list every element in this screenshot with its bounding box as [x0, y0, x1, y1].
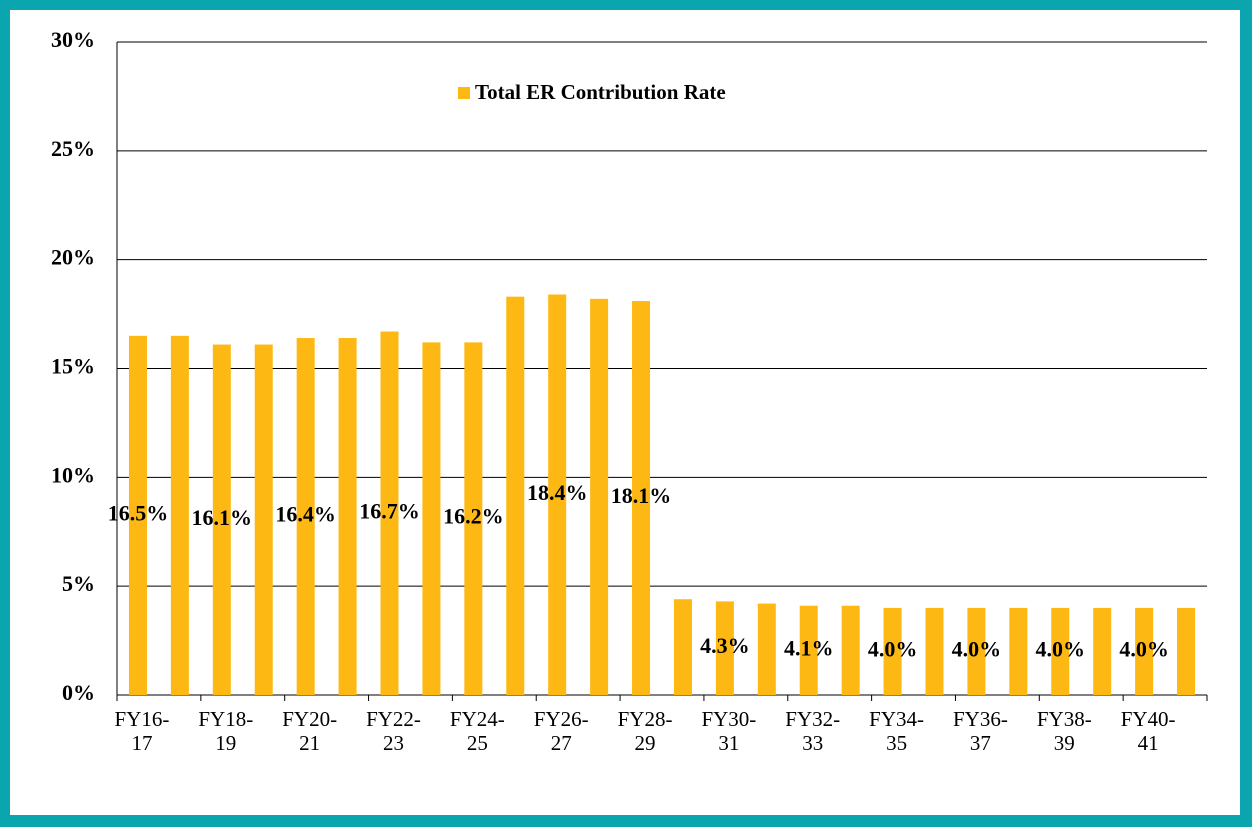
- bar: [548, 294, 567, 695]
- bar: [1009, 607, 1028, 695]
- bar: [1093, 607, 1112, 695]
- bar: [799, 605, 818, 695]
- x-tick-label: FY38-39: [1036, 707, 1092, 755]
- bar: [128, 335, 147, 695]
- value-label: 16.2%: [443, 504, 504, 529]
- value-label: 18.4%: [527, 480, 588, 505]
- bar: [632, 301, 651, 695]
- value-label: 16.7%: [359, 498, 420, 523]
- bar: [757, 603, 776, 695]
- x-tick-label: FY32-33: [785, 707, 841, 755]
- bar: [254, 344, 273, 695]
- x-tick-label: FY36-37: [953, 707, 1008, 755]
- x-tick-label: FY18-19: [198, 707, 254, 755]
- value-label: 16.5%: [108, 500, 169, 525]
- y-tick-label: 25%: [51, 136, 95, 161]
- bar: [715, 601, 734, 695]
- y-tick-label: 15%: [51, 354, 95, 379]
- value-label: 16.4%: [275, 502, 336, 527]
- bar: [967, 607, 986, 695]
- x-tick-label: FY34-35: [869, 707, 924, 755]
- bar: [590, 298, 609, 695]
- bar: [212, 344, 231, 695]
- bar: [380, 331, 399, 695]
- value-label: 4.3%: [700, 633, 750, 658]
- value-label: 16.1%: [192, 505, 253, 530]
- value-label: 4.0%: [1119, 637, 1169, 662]
- x-tick-label: FY24-25: [449, 707, 505, 755]
- x-tick-label: FY16-17: [114, 707, 170, 755]
- bar: [464, 342, 483, 695]
- bar: [506, 296, 525, 695]
- x-tick-label: FY22-23: [366, 707, 421, 755]
- x-tick-label: FY26-27: [533, 707, 589, 755]
- legend-swatch: [458, 87, 470, 99]
- bar: [1051, 607, 1070, 695]
- x-tick-label: FY28-29: [617, 707, 673, 755]
- y-tick-label: 0%: [62, 680, 95, 705]
- bar: [170, 335, 189, 695]
- legend-label: Total ER Contribution Rate: [475, 80, 726, 104]
- bar: [296, 338, 315, 695]
- bar: [883, 607, 902, 695]
- bar: [338, 338, 357, 695]
- bar: [841, 605, 860, 695]
- y-tick-label: 10%: [51, 462, 95, 487]
- bar: [1135, 607, 1154, 695]
- value-label: 4.0%: [868, 637, 918, 662]
- y-tick-label: 30%: [51, 27, 95, 52]
- bar: [422, 342, 441, 695]
- x-tick-label: FY20-21: [282, 707, 338, 755]
- bar: [1177, 607, 1196, 695]
- x-tick-label: FY30-31: [701, 707, 757, 755]
- y-tick-label: 20%: [51, 245, 95, 270]
- bar: [673, 599, 692, 695]
- y-tick-label: 5%: [62, 571, 95, 596]
- value-label: 4.1%: [784, 635, 834, 660]
- value-label: 18.1%: [611, 483, 672, 508]
- bar: [925, 607, 944, 695]
- value-label: 4.0%: [1036, 637, 1086, 662]
- value-label: 4.0%: [952, 637, 1002, 662]
- x-tick-label: FY40-41: [1120, 707, 1176, 755]
